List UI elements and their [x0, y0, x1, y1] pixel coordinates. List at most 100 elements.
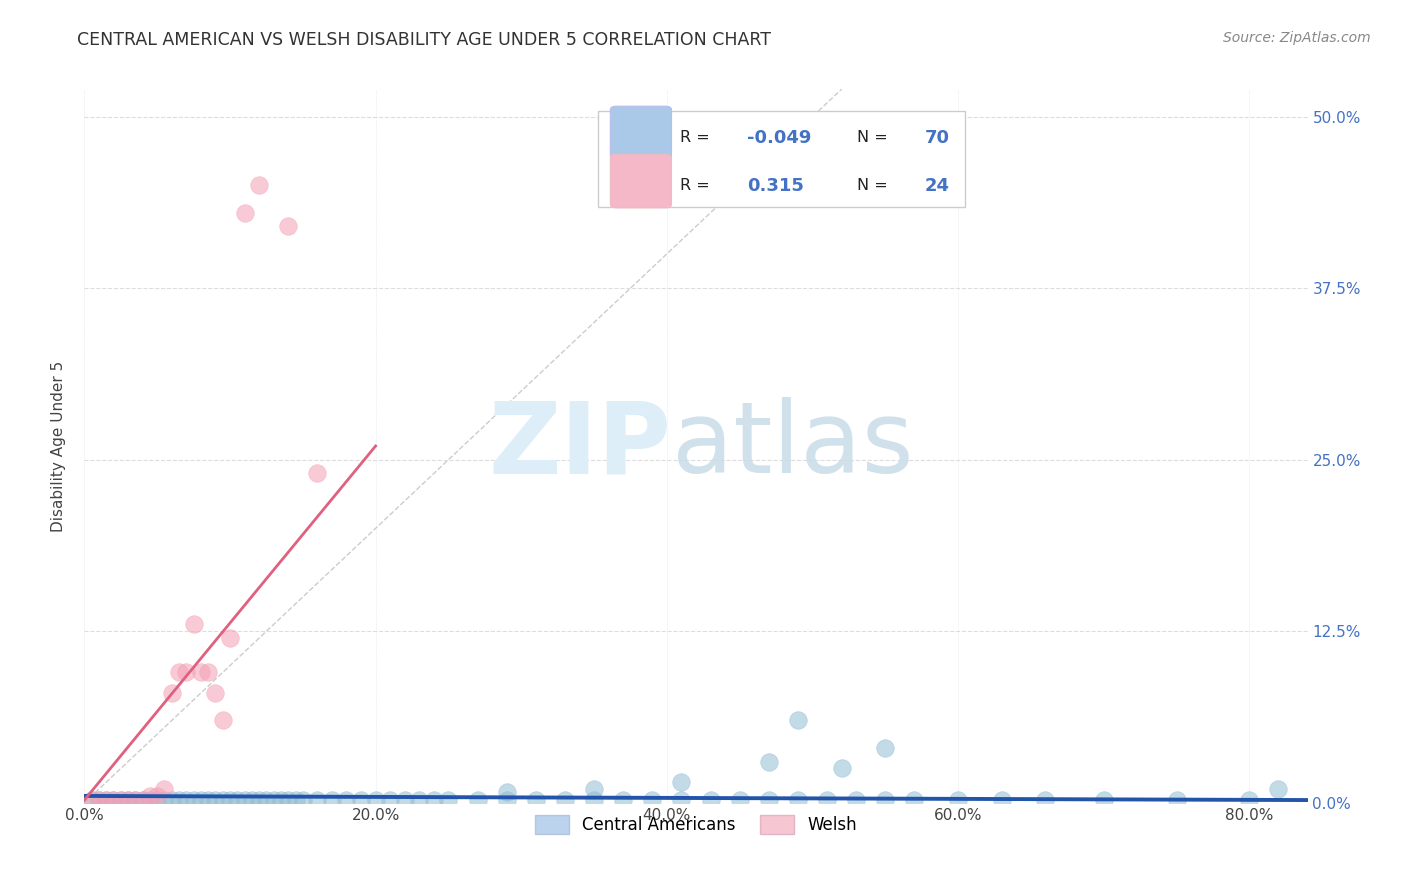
Point: [146, 789, 169, 803]
Point: [946, 793, 969, 807]
Point: [160, 686, 183, 700]
Point: [226, 793, 249, 807]
Text: 0.315: 0.315: [748, 177, 804, 194]
Point: [247, 178, 270, 193]
Point: [787, 714, 810, 728]
Point: [183, 793, 205, 807]
Text: 24: 24: [925, 177, 949, 194]
Text: R =: R =: [681, 130, 714, 145]
Point: [1092, 793, 1115, 807]
Point: [875, 793, 897, 807]
Point: [364, 793, 387, 807]
Point: [197, 665, 219, 680]
Point: [671, 775, 693, 789]
Legend: Central Americans, Welsh: Central Americans, Welsh: [529, 808, 863, 841]
Point: [321, 793, 343, 807]
Point: [307, 793, 329, 807]
Text: Source: ZipAtlas.com: Source: ZipAtlas.com: [1223, 31, 1371, 45]
Point: [124, 793, 146, 807]
Point: [167, 793, 190, 807]
Point: [787, 793, 810, 807]
Point: [307, 467, 329, 481]
Point: [423, 793, 446, 807]
Point: [167, 665, 190, 680]
Text: -0.049: -0.049: [748, 128, 811, 146]
Text: CENTRAL AMERICAN VS WELSH DISABILITY AGE UNDER 5 CORRELATION CHART: CENTRAL AMERICAN VS WELSH DISABILITY AGE…: [77, 31, 772, 49]
Point: [247, 793, 270, 807]
Point: [291, 793, 314, 807]
Text: N =: N =: [858, 130, 893, 145]
Point: [153, 793, 176, 807]
Point: [96, 793, 118, 807]
Point: [211, 714, 233, 728]
Point: [408, 793, 430, 807]
Text: 70: 70: [925, 128, 949, 146]
Text: ZIP: ZIP: [489, 398, 672, 494]
Point: [1035, 793, 1057, 807]
Point: [583, 793, 606, 807]
Point: [671, 793, 693, 807]
Point: [815, 793, 838, 807]
Point: [284, 793, 307, 807]
Point: [190, 665, 212, 680]
Point: [80, 793, 103, 807]
Point: [437, 793, 460, 807]
Point: [204, 686, 226, 700]
Point: [139, 793, 162, 807]
Point: [831, 762, 853, 776]
Point: [254, 793, 277, 807]
Point: [211, 793, 233, 807]
Point: [204, 793, 226, 807]
Point: [991, 793, 1014, 807]
Point: [758, 755, 780, 769]
Point: [219, 631, 242, 645]
Point: [124, 793, 146, 807]
Point: [197, 793, 219, 807]
Point: [131, 793, 153, 807]
Y-axis label: Disability Age Under 5: Disability Age Under 5: [51, 360, 66, 532]
FancyBboxPatch shape: [610, 154, 672, 208]
Point: [146, 793, 169, 807]
Point: [270, 793, 292, 807]
Point: [139, 789, 162, 803]
Point: [277, 793, 299, 807]
Point: [103, 793, 125, 807]
Point: [96, 793, 118, 807]
Point: [1239, 793, 1261, 807]
Point: [174, 665, 197, 680]
Point: [240, 793, 263, 807]
Point: [1267, 782, 1289, 797]
Point: [219, 793, 242, 807]
Point: [845, 793, 868, 807]
Point: [612, 793, 634, 807]
Point: [641, 793, 664, 807]
Text: atlas: atlas: [672, 398, 912, 494]
Point: [233, 793, 256, 807]
Point: [80, 793, 103, 807]
Point: [1166, 793, 1188, 807]
Point: [554, 793, 576, 807]
Point: [495, 785, 517, 799]
Point: [183, 617, 205, 632]
Point: [110, 793, 132, 807]
Point: [875, 740, 897, 755]
Point: [117, 793, 139, 807]
Point: [117, 793, 139, 807]
Point: [160, 793, 183, 807]
Text: R =: R =: [681, 178, 714, 194]
Point: [103, 793, 125, 807]
Point: [174, 793, 197, 807]
Point: [394, 793, 416, 807]
Point: [467, 793, 489, 807]
Point: [350, 793, 373, 807]
FancyBboxPatch shape: [598, 111, 965, 207]
Point: [583, 782, 606, 797]
Point: [277, 219, 299, 234]
Point: [380, 793, 402, 807]
Point: [495, 793, 517, 807]
Point: [524, 793, 547, 807]
Point: [131, 793, 153, 807]
Point: [728, 793, 751, 807]
Point: [758, 793, 780, 807]
FancyBboxPatch shape: [610, 106, 672, 160]
